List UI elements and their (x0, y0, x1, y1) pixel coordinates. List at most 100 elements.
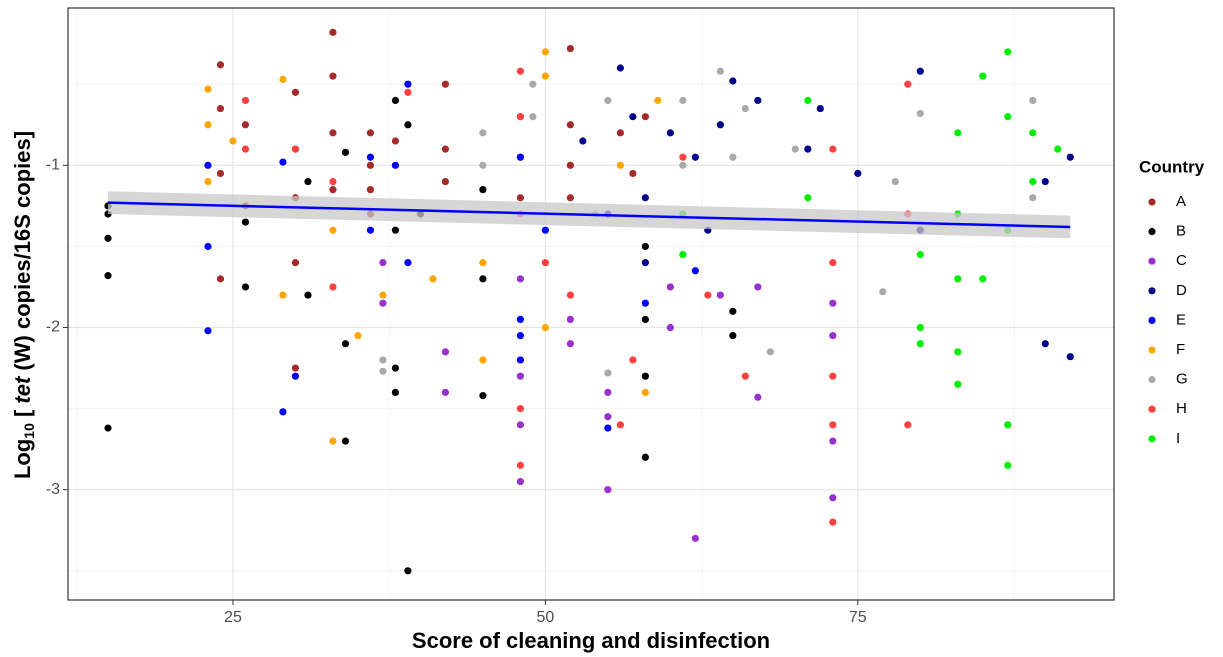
point (904, 80, 912, 88)
point (1029, 96, 1037, 105)
point (641, 299, 649, 307)
point (479, 161, 487, 169)
point (754, 96, 762, 105)
point (604, 486, 612, 494)
point (979, 72, 987, 80)
point (904, 421, 912, 429)
legend-label: A (1176, 193, 1186, 210)
point (391, 388, 400, 396)
point (1066, 153, 1074, 161)
point (279, 75, 287, 83)
point (204, 177, 212, 186)
point (716, 291, 724, 299)
point (241, 218, 250, 226)
point (441, 348, 450, 356)
point (616, 161, 624, 169)
point (479, 186, 487, 194)
point (541, 48, 549, 56)
point (891, 177, 899, 186)
legend-label: G (1176, 371, 1188, 388)
point (641, 315, 649, 324)
point (366, 129, 375, 137)
legend-marker (1148, 376, 1156, 384)
point (804, 194, 812, 202)
point (829, 518, 837, 526)
point (441, 388, 450, 396)
point (441, 145, 450, 153)
point (329, 177, 337, 186)
y-tick-label: -2 (46, 319, 60, 336)
point (566, 291, 574, 299)
y-axis-title-part: [ (10, 404, 35, 424)
point (829, 494, 837, 502)
point (716, 121, 724, 129)
point (404, 80, 412, 88)
legend-marker (1148, 257, 1156, 265)
point (291, 372, 300, 380)
x-axis-title: Score of cleaning and disinfection (412, 628, 770, 653)
legend-label: D (1176, 282, 1187, 299)
point (566, 121, 574, 129)
point (516, 461, 524, 469)
point (329, 186, 337, 194)
point (916, 340, 924, 348)
point (379, 356, 387, 364)
point (754, 283, 762, 291)
point (204, 242, 212, 251)
point (104, 272, 112, 280)
point (629, 356, 637, 364)
point (604, 424, 612, 432)
point (516, 315, 524, 324)
point (204, 85, 212, 93)
point (291, 88, 300, 96)
legend-label: H (1176, 400, 1187, 417)
point (391, 364, 400, 372)
point (304, 177, 312, 186)
point (829, 299, 837, 307)
point (516, 356, 524, 364)
point (954, 129, 962, 137)
legend-marker (1148, 435, 1156, 443)
legend-label: B (1176, 223, 1186, 240)
point (241, 145, 250, 153)
trend-line (107, 201, 1071, 229)
point (1041, 340, 1049, 348)
point (204, 327, 212, 335)
point (1029, 194, 1037, 202)
point (654, 96, 662, 105)
point (704, 291, 712, 299)
point (329, 226, 337, 234)
point (604, 96, 612, 105)
point (104, 424, 112, 432)
y-axis-title-part: tet (10, 375, 35, 404)
point (616, 421, 624, 429)
point (979, 275, 987, 283)
point (629, 169, 637, 178)
point (279, 158, 287, 166)
point (916, 323, 924, 332)
point (1029, 177, 1037, 186)
point (691, 534, 699, 542)
point (216, 169, 225, 178)
point (729, 332, 737, 340)
y-tick-label: -3 (46, 481, 60, 498)
point (479, 129, 487, 137)
point (1041, 177, 1049, 186)
point (366, 161, 375, 169)
legend-marker (1148, 228, 1156, 236)
point (404, 567, 412, 575)
point (404, 259, 412, 267)
plot-border (67, 7, 1115, 601)
legend-title: Country (1139, 157, 1205, 176)
point (379, 299, 387, 307)
point (204, 121, 212, 129)
point (566, 44, 574, 53)
point (329, 28, 337, 36)
point (516, 113, 524, 121)
point (516, 153, 524, 161)
point (354, 332, 362, 340)
point (516, 194, 524, 202)
point (916, 250, 924, 259)
point (604, 413, 612, 421)
